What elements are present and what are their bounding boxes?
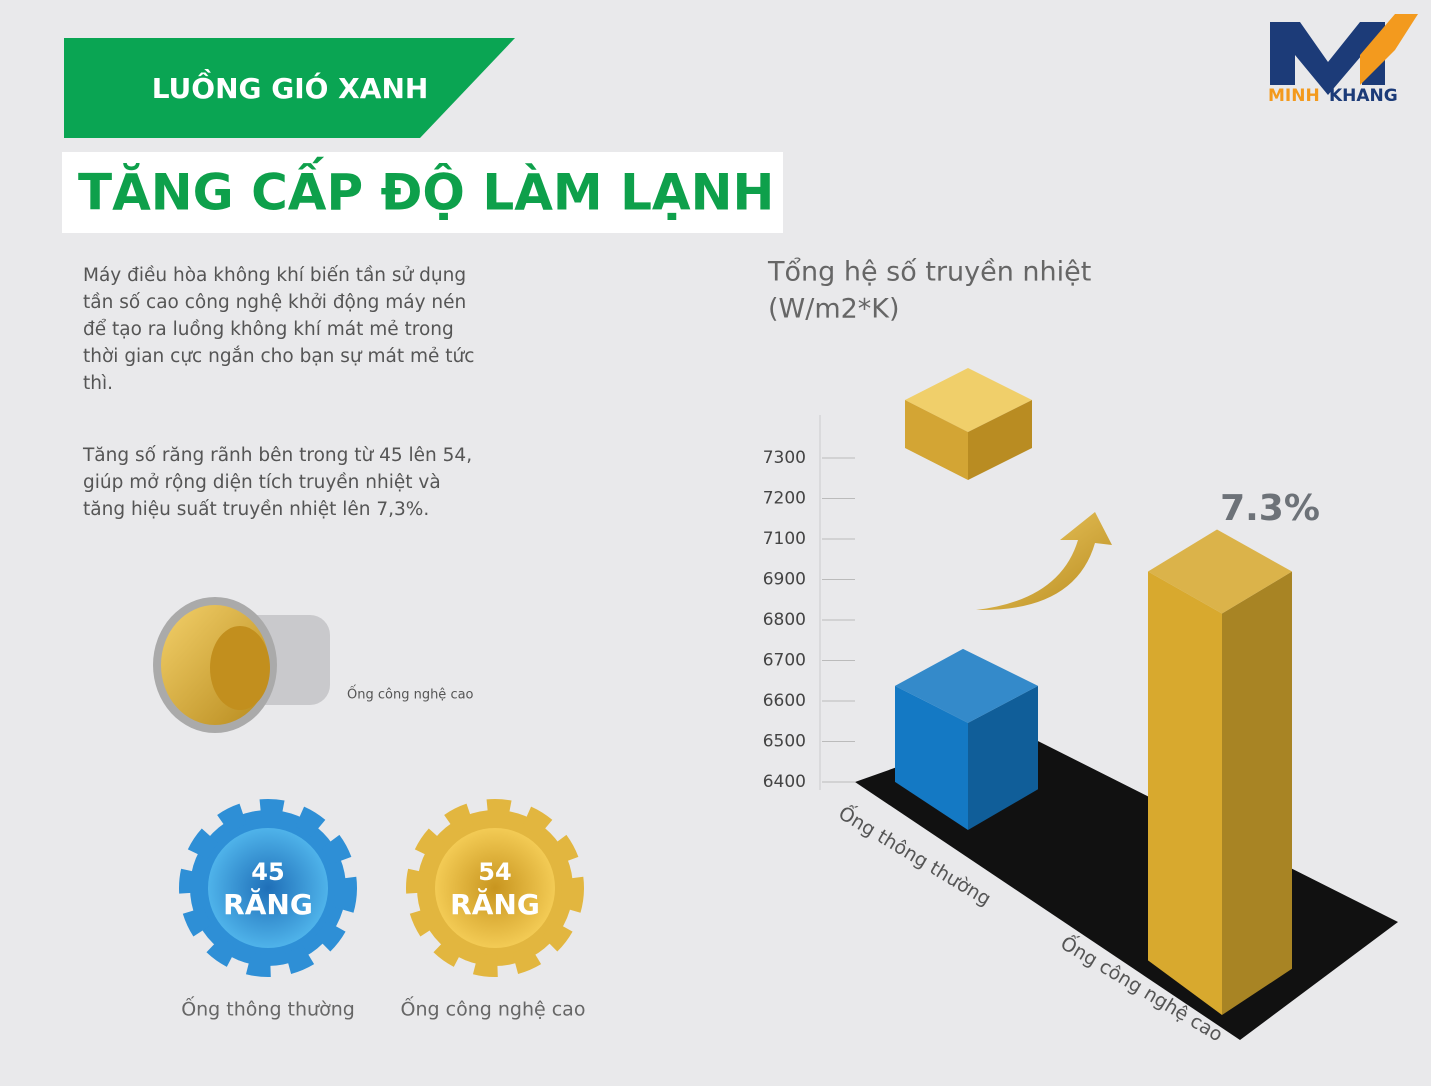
gear-caption: Ống thông thường: [181, 995, 355, 1021]
bar-top: [895, 648, 1038, 723]
gear-number: 45: [251, 858, 284, 886]
decor-arrow: [976, 512, 1112, 611]
y-tick-label: 6900: [763, 570, 806, 590]
y-tick-label: 6600: [763, 691, 806, 711]
logo-m: [1270, 22, 1385, 95]
annotation: 7.3%: [1220, 488, 1320, 529]
tag-banner: [64, 38, 515, 138]
y-tick-label: 6800: [763, 610, 806, 630]
y-tick-label: 7300: [763, 448, 806, 468]
gear-unit: RĂNG: [450, 887, 540, 921]
gear-number: 54: [478, 858, 511, 886]
gear-blue: [179, 799, 357, 977]
bar-top: [1148, 529, 1292, 614]
title: TĂNG CẤP ĐỘ LÀM LẠNH: [78, 157, 774, 222]
pipe-hole: [210, 626, 270, 710]
gear-gold: [406, 799, 584, 977]
paragraph: Máy điều hòa không khí biến tần sử dụng …: [83, 265, 475, 394]
bar-left: [895, 685, 968, 830]
y-tick-label: 7200: [763, 489, 806, 509]
pipe-caption: Ống công nghệ cao: [347, 686, 474, 703]
y-tick-label: 7100: [763, 529, 806, 549]
bar-right: [968, 685, 1038, 830]
y-tick-label: 6700: [763, 651, 806, 671]
paragraph: Tăng số răng rãnh bên trong từ 45 lên 54…: [83, 445, 473, 520]
chart-title: Tổng hệ số truyền nhiệt: [767, 257, 1091, 288]
chart-subtitle: (W/m2*K): [768, 294, 900, 325]
decor-cube: [968, 400, 1032, 480]
decor-cube: [905, 400, 968, 480]
y-tick-label: 6500: [763, 732, 806, 752]
y-tick-label: 6400: [763, 772, 806, 792]
gear-caption: Ống công nghệ cao: [401, 995, 586, 1021]
decor-cube: [905, 368, 1032, 432]
logo-text: KHANG: [1329, 86, 1398, 106]
logo-k: [1360, 14, 1418, 85]
tag: LUỒNG GIÓ XANH: [152, 67, 429, 105]
bar-right: [1222, 571, 1292, 1015]
gear-unit: RĂNG: [223, 887, 313, 921]
title-box: [62, 152, 783, 233]
logo-text: MINH: [1268, 86, 1320, 106]
bar-left: [1148, 571, 1222, 1015]
